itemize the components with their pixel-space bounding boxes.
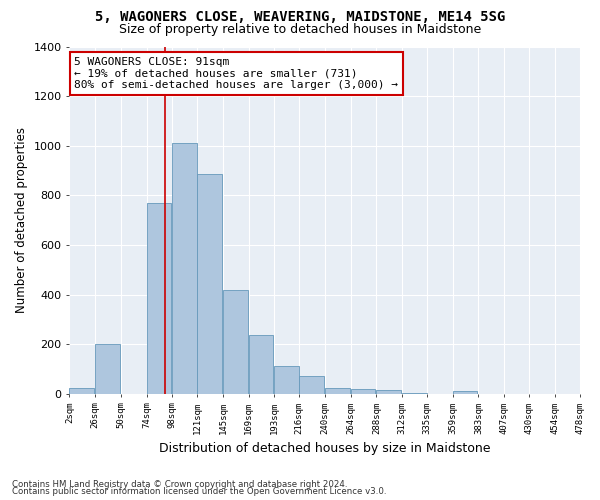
Bar [453, 392, 478, 394]
Bar [248, 336, 274, 394]
Bar [350, 389, 376, 394]
Y-axis label: Number of detached properties: Number of detached properties [15, 127, 28, 313]
Text: Size of property relative to detached houses in Maidstone: Size of property relative to detached ho… [119, 22, 481, 36]
Bar [274, 366, 299, 394]
Text: 5 WAGONERS CLOSE: 91sqm
← 19% of detached houses are smaller (731)
80% of semi-d: 5 WAGONERS CLOSE: 91sqm ← 19% of detache… [74, 57, 398, 90]
Bar [223, 290, 248, 394]
Bar [299, 376, 324, 394]
Text: 5, WAGONERS CLOSE, WEAVERING, MAIDSTONE, ME14 5SG: 5, WAGONERS CLOSE, WEAVERING, MAIDSTONE,… [95, 10, 505, 24]
X-axis label: Distribution of detached houses by size in Maidstone: Distribution of detached houses by size … [159, 442, 491, 455]
Bar [197, 174, 222, 394]
Bar [402, 392, 427, 394]
Bar [70, 388, 94, 394]
Text: Contains public sector information licensed under the Open Government Licence v3: Contains public sector information licen… [12, 487, 386, 496]
Bar [325, 388, 350, 394]
Text: Contains HM Land Registry data © Crown copyright and database right 2024.: Contains HM Land Registry data © Crown c… [12, 480, 347, 489]
Bar [146, 203, 172, 394]
Bar [95, 344, 120, 394]
Bar [172, 143, 197, 394]
Bar [376, 390, 401, 394]
